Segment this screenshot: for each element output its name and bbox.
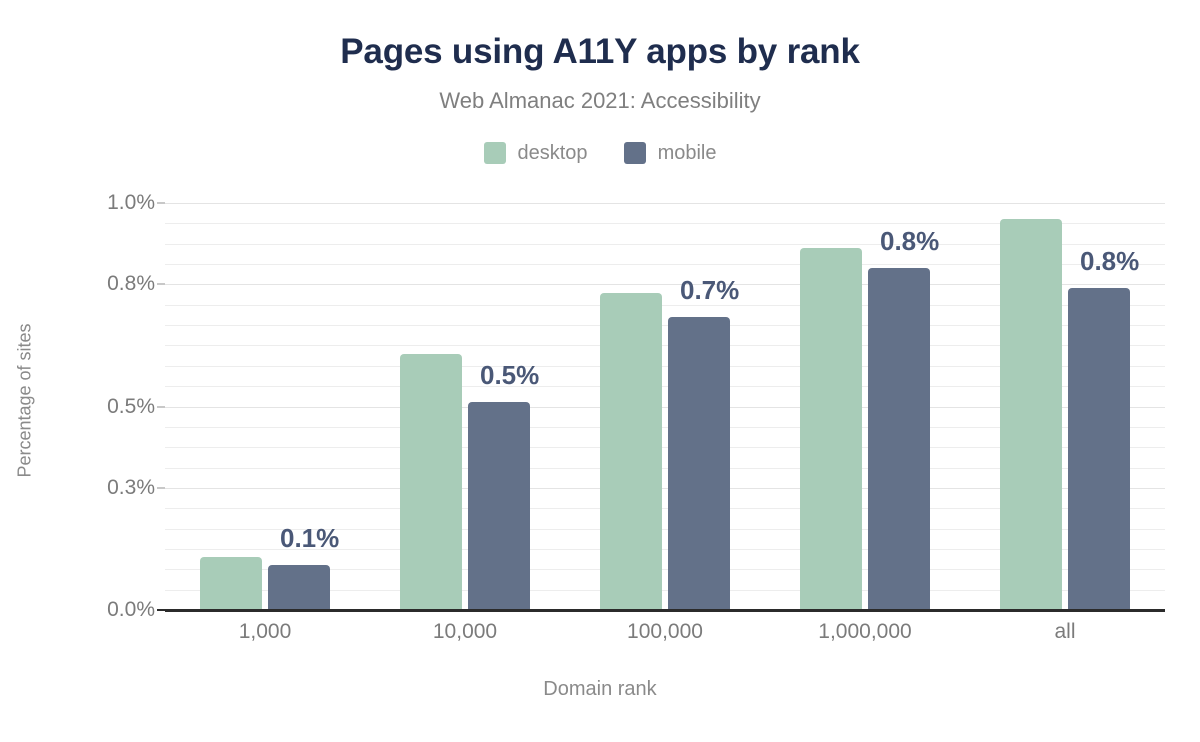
gridline-minor bbox=[165, 589, 1165, 591]
gridline-minor bbox=[165, 447, 1165, 449]
gridline-minor bbox=[165, 386, 1165, 388]
y-axis-tick-label: 0.3% bbox=[107, 475, 155, 499]
y-axis-tick-mark bbox=[157, 202, 165, 204]
bar-value-label: 0.8% bbox=[1080, 246, 1140, 277]
legend-swatch-desktop bbox=[483, 142, 506, 164]
legend-label-desktop: desktop bbox=[517, 142, 588, 164]
x-axis-tick-label: 1,000,000 bbox=[818, 620, 912, 643]
legend-item-desktop[interactable]: desktop bbox=[483, 142, 588, 164]
y-axis-tick-mark bbox=[157, 609, 165, 611]
legend-label-mobile: mobile bbox=[657, 142, 717, 164]
y-axis-tick-label: 0.5% bbox=[107, 394, 155, 418]
gridline-minor bbox=[165, 569, 1165, 571]
gridline-minor bbox=[165, 345, 1165, 347]
x-axis-tick-label: all bbox=[1054, 620, 1076, 643]
bar-desktop-1000[interactable] bbox=[200, 557, 262, 610]
gridline-minor bbox=[165, 325, 1165, 327]
x-axis-tick-label: 10,000 bbox=[432, 620, 498, 643]
bar-mobile-100000[interactable] bbox=[668, 316, 730, 610]
gridline-major bbox=[165, 203, 1165, 204]
y-axis-tick-mark bbox=[157, 405, 165, 408]
plot-area bbox=[165, 203, 1165, 610]
y-axis-tick-label: 0.0% bbox=[107, 598, 155, 621]
bar-value-label: 0.7% bbox=[680, 274, 740, 305]
bar-mobile-10000[interactable] bbox=[468, 402, 530, 610]
gridline-major bbox=[165, 284, 1165, 286]
x-axis-title: Domain rank bbox=[543, 678, 657, 700]
y-axis-tick-mark bbox=[157, 486, 165, 489]
bar-mobile-1000[interactable] bbox=[268, 565, 330, 610]
y-axis-tick-label: 0.8% bbox=[107, 272, 155, 296]
x-axis-tick-label: 100,000 bbox=[627, 620, 703, 643]
x-axis-tick-label: 1,000 bbox=[238, 620, 292, 643]
chart-title: Pages using A11Y apps by rank bbox=[340, 32, 860, 71]
gridline-minor bbox=[165, 365, 1165, 367]
bar-value-label: 0.5% bbox=[480, 360, 540, 391]
bar-value-label: 0.1% bbox=[280, 523, 340, 554]
bar-desktop-all[interactable] bbox=[1000, 219, 1062, 610]
gridline-minor bbox=[165, 467, 1165, 469]
y-axis-tick-label: 1.0% bbox=[107, 191, 155, 214]
gridline-minor bbox=[165, 548, 1165, 550]
bar-desktop-100000[interactable] bbox=[600, 292, 662, 610]
y-axis-tick-mark bbox=[157, 283, 165, 286]
gridline-minor bbox=[165, 508, 1165, 510]
gridline-minor bbox=[165, 223, 1165, 225]
chart-subtitle: Web Almanac 2021: Accessibility bbox=[439, 88, 761, 113]
bar-desktop-10000[interactable] bbox=[400, 353, 462, 610]
gridline-minor bbox=[165, 264, 1165, 266]
bar-mobile-1000000[interactable] bbox=[868, 268, 930, 610]
legend-item-mobile[interactable]: mobile bbox=[623, 142, 717, 164]
bar-desktop-1000000[interactable] bbox=[800, 247, 862, 610]
legend-swatch-mobile bbox=[623, 142, 646, 164]
gridline-minor bbox=[165, 426, 1165, 428]
gridline-minor bbox=[165, 528, 1165, 530]
bar-mobile-all[interactable] bbox=[1068, 288, 1130, 610]
gridline-minor bbox=[165, 304, 1165, 306]
gridline-major bbox=[165, 406, 1165, 408]
chart-legend: desktop mobile bbox=[0, 142, 1200, 164]
gridline-minor bbox=[165, 243, 1165, 245]
bar-value-label: 0.8% bbox=[880, 226, 940, 257]
gridline-major bbox=[165, 487, 1165, 489]
x-axis-line bbox=[165, 609, 1165, 612]
